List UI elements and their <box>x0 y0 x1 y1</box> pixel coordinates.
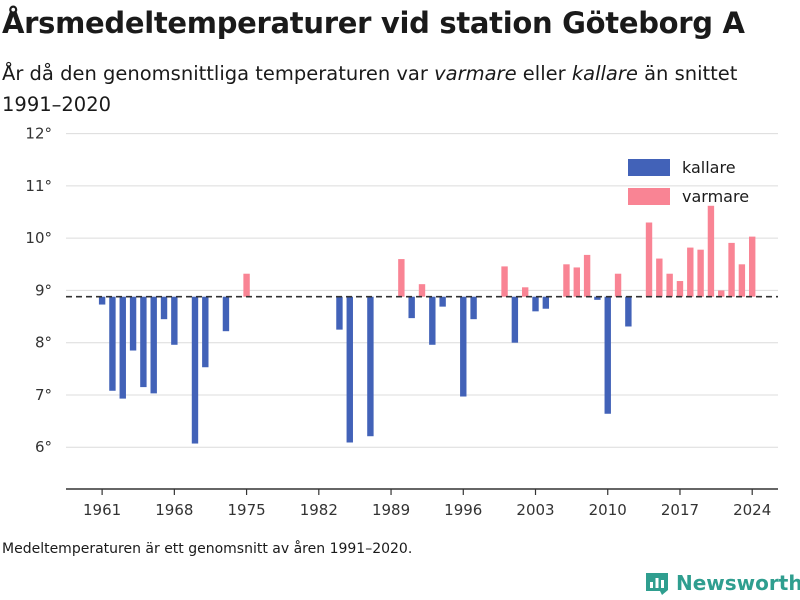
bar-varmare <box>243 273 250 297</box>
bar-kallare <box>98 296 106 305</box>
x-axis-ticks: 1961 1968 1975 1982 1989 1996 2003 2010 2017 2024 <box>83 489 771 519</box>
bar-kallare <box>532 296 539 312</box>
bar-varmare <box>521 287 529 297</box>
legend-label-kallare: kallare <box>682 158 736 177</box>
legend-swatch-varmare <box>628 188 670 205</box>
subtitle-text-2: eller <box>516 62 572 85</box>
subtitle-text-1: År då den genomsnittliga temperaturen va… <box>2 62 435 85</box>
footnote: Medeltemperaturen är ett genomsnitt av å… <box>2 541 413 557</box>
x-tick-label: 1968 <box>155 501 193 519</box>
bar-varmare <box>398 259 405 297</box>
bar-kallare <box>367 296 374 437</box>
bar-kallare <box>470 296 477 320</box>
bar-varmare <box>738 264 746 297</box>
legend-label-varmare: varmare <box>682 187 749 206</box>
bar-kallare <box>140 296 147 388</box>
chart-bars <box>98 205 756 444</box>
x-tick-label: 2003 <box>516 501 554 519</box>
bar-kallare <box>542 296 550 309</box>
bar-kallare <box>460 296 467 397</box>
bar-kallare <box>191 296 199 444</box>
bar-varmare <box>697 249 704 297</box>
bar-varmare <box>718 290 725 297</box>
legend-swatch-kallare <box>628 159 670 176</box>
bar-varmare <box>749 236 756 297</box>
bar-kallare <box>129 296 137 351</box>
bar-varmare <box>687 247 694 297</box>
bar-varmare <box>573 267 580 297</box>
bar-kallare <box>160 296 168 320</box>
bar-kallare <box>594 296 601 300</box>
y-tick-label: 12° <box>25 125 52 143</box>
y-tick-label: 9° <box>35 281 52 299</box>
y-tick-label: 6° <box>35 438 52 456</box>
x-tick-label: 2010 <box>589 501 627 519</box>
bar-varmare <box>656 258 663 297</box>
bar-kallare <box>429 296 436 345</box>
y-tick-label: 11° <box>25 177 52 195</box>
bar-kallare <box>408 296 415 319</box>
bar-varmare <box>583 254 591 297</box>
bar-kallare <box>439 296 446 307</box>
x-tick-label: 1982 <box>300 501 338 519</box>
bar-varmare <box>676 281 684 297</box>
bar-varmare <box>666 273 673 297</box>
chart-legend: kallare varmare <box>628 158 749 206</box>
subtitle-emphasis-varmare: varmare <box>434 62 517 85</box>
bar-varmare <box>563 264 570 297</box>
bar-varmare <box>728 242 735 297</box>
x-tick-label: 1996 <box>444 501 482 519</box>
chart-subtitle: År då den genomsnittliga temperaturen va… <box>2 58 792 120</box>
newsworthy-logo-icon <box>646 573 668 595</box>
y-tick-label: 8° <box>35 334 52 352</box>
x-tick-label: 2017 <box>661 501 699 519</box>
x-tick-label: 2024 <box>733 501 771 519</box>
bar-kallare <box>336 296 343 330</box>
bar-kallare <box>604 296 611 414</box>
y-axis-ticks: 6° 7° 8° 9° 10° 11° 12° <box>25 125 52 457</box>
subtitle-emphasis-kallare: kallare <box>571 62 638 85</box>
brand-name: Newsworthy <box>676 571 800 595</box>
x-tick-label: 1975 <box>227 501 265 519</box>
y-tick-label: 7° <box>35 386 52 404</box>
brand-logo: Newsworthy <box>644 568 800 598</box>
bar-varmare <box>418 284 426 297</box>
bar-varmare <box>645 222 653 297</box>
bar-kallare <box>171 296 178 345</box>
bar-varmare <box>614 273 622 297</box>
subtitle-text-3: än snittet 1991–2020 <box>2 62 738 116</box>
bar-kallare <box>119 296 126 399</box>
bar-kallare <box>222 296 230 332</box>
x-tick-label: 1961 <box>83 501 121 519</box>
bar-varmare <box>501 266 508 297</box>
bar-kallare <box>625 296 632 327</box>
bar-kallare <box>346 296 353 443</box>
bar-kallare <box>150 296 157 394</box>
bar-kallare <box>511 296 519 343</box>
y-tick-label: 10° <box>25 229 52 247</box>
x-tick-label: 1989 <box>372 501 410 519</box>
bar-varmare <box>707 205 715 297</box>
bar-kallare <box>202 296 209 368</box>
bar-kallare <box>109 296 116 391</box>
chart-title: Årsmedeltemperaturer vid station Götebor… <box>2 6 745 40</box>
